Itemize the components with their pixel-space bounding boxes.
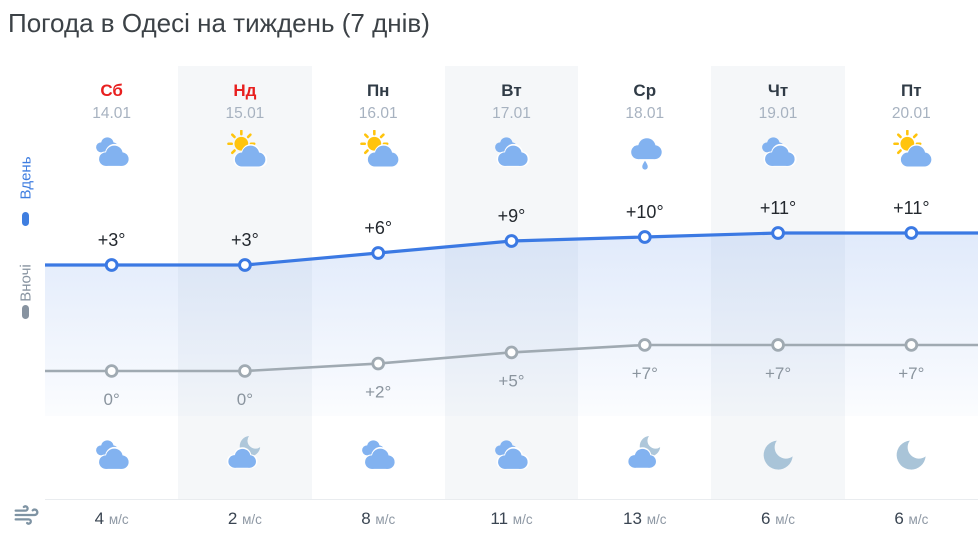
day-column-thu[interactable]: Чт 19.01 6 м/с — [711, 0, 845, 541]
wind-speed: 6 м/с — [894, 509, 929, 528]
day-column-sun[interactable]: Нд 15.01 2 м/с — [178, 0, 312, 541]
night-weather-icon — [222, 433, 268, 477]
day-date: 17.01 — [492, 105, 531, 122]
day-column-tue[interactable]: Вт 17.01 11 м/с — [444, 0, 579, 541]
wind-row-divider — [45, 499, 978, 500]
day-column-fri[interactable]: Пт 20.01 6 м/с — [845, 0, 978, 541]
day-name: Пн — [366, 81, 390, 100]
wind-icon — [14, 505, 39, 525]
night-weather-icon — [89, 433, 135, 477]
day-name: Сб — [100, 81, 123, 100]
day-weather-icon — [89, 130, 135, 174]
sidebar-label-day[interactable]: Вдень — [17, 156, 35, 200]
night-weather-icon — [488, 433, 534, 477]
page-title: Погода в Одесі на тиждень (7 днів) — [8, 8, 430, 38]
day-date: 15.01 — [225, 105, 265, 122]
day-indicator-pill — [22, 212, 29, 226]
day-name: Чт — [767, 81, 789, 100]
night-weather-icon — [355, 433, 401, 477]
night-weather-icon — [888, 433, 934, 477]
day-weather-icon — [622, 130, 668, 174]
day-date: 14.01 — [92, 105, 132, 122]
wind-speed: 4 м/с — [94, 509, 129, 528]
day-weather-icon — [222, 130, 268, 174]
day-column-wed[interactable]: Ср 18.01 13 м/с — [578, 0, 711, 541]
day-date: 20.01 — [891, 105, 931, 122]
night-indicator-pill — [22, 305, 29, 319]
night-weather-icon — [622, 433, 668, 477]
day-name: Вт — [501, 81, 522, 100]
wind-speed: 8 м/с — [361, 509, 396, 528]
day-date: 18.01 — [625, 105, 665, 122]
day-weather-icon — [488, 130, 534, 174]
wind-speed: 11 м/с — [490, 509, 533, 528]
day-name: Пт — [901, 81, 922, 100]
day-date: 19.01 — [758, 105, 798, 122]
day-name: Нд — [233, 81, 257, 100]
wind-speed: 13 м/с — [623, 509, 667, 528]
day-weather-icon — [355, 130, 401, 174]
day-weather-icon — [755, 130, 801, 174]
day-date: 16.01 — [358, 105, 398, 122]
day-weather-icon — [888, 130, 934, 174]
day-name: Ср — [633, 81, 657, 100]
wind-speed: 2 м/с — [227, 509, 262, 528]
days-grid: Сб 14.01 4 м/с Нд 15.01 2 м/с Пн 16.01 8… — [45, 0, 978, 541]
night-weather-icon — [755, 433, 801, 477]
sidebar-label-night[interactable]: Вночі — [17, 264, 35, 302]
wind-speed: 6 м/с — [761, 509, 796, 528]
day-column-mon[interactable]: Пн 16.01 8 м/с — [312, 0, 445, 541]
day-column-sat[interactable]: Сб 14.01 4 м/с — [45, 0, 178, 541]
